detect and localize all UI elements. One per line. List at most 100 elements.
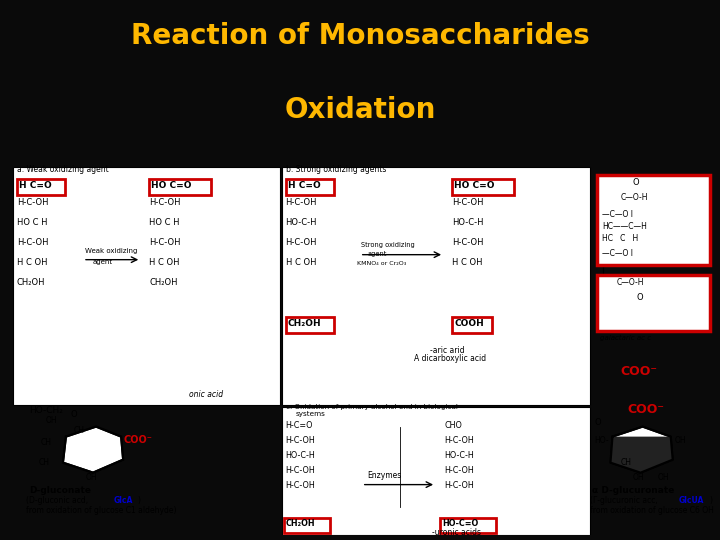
Text: CH₂OH: CH₂OH [149,278,178,287]
Text: COOH: COOH [454,319,484,328]
Text: OH: OH [675,436,686,444]
Text: H-C-OH: H-C-OH [286,198,317,207]
Text: CH: CH [41,437,52,447]
Text: HC   C   H: HC C H [603,234,639,242]
Text: c. Oxidation of primary alcohol end in biological: c. Oxidation of primary alcohol end in b… [286,403,457,410]
Bar [149,179,212,195]
Text: Oxidation: Oxidation [284,96,436,124]
Text: H-C-OH: H-C-OH [444,436,474,444]
Text: Enzymes: Enzymes [366,471,401,480]
Text: H C OH: H C OH [17,258,48,267]
Text: H-C-OH: H-C-OH [149,198,181,207]
Text: H-C-OH: H-C-OH [149,238,181,247]
Text: -uronic acids: -uronic acids [432,528,481,537]
Text: HO-: HO- [595,436,609,444]
Text: H-C-OH: H-C-OH [286,436,315,444]
Bar [598,275,710,330]
Text: from oxidation of glucose C6 OH: from oxidation of glucose C6 OH [590,505,714,515]
Text: GlcA: GlcA [114,496,133,504]
Text: Strong oxidizing: Strong oxidizing [361,242,415,248]
Polygon shape [611,437,672,472]
Bar [282,167,590,404]
Polygon shape [63,437,123,472]
Text: CH: CH [621,457,631,467]
Text: O: O [633,178,639,187]
Text: C—O-H: C—O-H [616,278,644,287]
Text: CH₂OH: CH₂OH [286,518,315,528]
Text: -aric arid: -aric arid [430,346,464,355]
Text: KMNO₄ or Cr₂O₃: KMNO₄ or Cr₂O₃ [357,261,406,266]
Text: H-C-OH: H-C-OH [286,238,317,247]
Bar [286,316,334,333]
Text: Reaction of Monosaccharides: Reaction of Monosaccharides [130,22,590,50]
Text: OH: OH [86,472,98,482]
Text: HO-C-H: HO-C-H [286,218,317,227]
Text: HO-CH₂: HO-CH₂ [29,406,63,415]
Text: H-C-OH: H-C-OH [286,481,315,490]
Polygon shape [63,427,123,472]
Text: COO⁻: COO⁻ [628,403,665,416]
Text: CH: CH [39,457,50,467]
Text: H C OH: H C OH [452,258,482,267]
Text: agent: agent [93,259,113,265]
Bar [282,407,590,535]
Text: (D-gluconic acd,: (D-gluconic acd, [26,496,90,504]
Bar [13,167,279,404]
Text: a. Weak oxidizing agent: a. Weak oxidizing agent [17,165,109,174]
Text: HO-C-H: HO-C-H [444,450,474,460]
Text: HO C=O: HO C=O [151,181,192,190]
Text: H-C-OH: H-C-OH [444,465,474,475]
Text: b. Strong oxidizing agents: b. Strong oxidizing agents [286,165,386,174]
Text: H-C-OH: H-C-OH [17,198,48,207]
Bar [452,316,492,333]
Text: HO C=O: HO C=O [454,181,495,190]
Text: onic acid: onic acid [189,390,223,399]
Text: HC——C—H: HC——C—H [603,222,647,231]
Polygon shape [611,427,672,472]
Text: H-C-OH: H-C-OH [452,238,484,247]
Text: CHO: CHO [444,421,462,430]
Bar [598,175,710,265]
Text: O: O [71,410,78,418]
Text: D-gluconate: D-gluconate [29,485,91,495]
Text: CH: CH [74,426,85,435]
Text: OH: OH [657,472,670,482]
Text: H C OH: H C OH [286,258,316,267]
Text: galactaric ac c: galactaric ac c [600,335,652,341]
Text: C—O-H: C—O-H [621,193,648,202]
Text: H-C-OH: H-C-OH [17,238,48,247]
Text: (Γ-glucuronic acc,: (Γ-glucuronic acc, [590,496,660,504]
Text: —C—O I: —C—O I [603,249,634,258]
Text: from oxidation of glucose C1 aldehyde): from oxidation of glucose C1 aldehyde) [26,505,176,515]
Text: H C=O: H C=O [19,181,52,190]
Text: H-C-OH: H-C-OH [452,198,484,207]
Text: ): ) [710,496,713,504]
Bar [452,179,514,195]
Text: systems: systems [296,410,325,417]
Text: agent: agent [368,251,387,256]
Text: H-C=O: H-C=O [286,421,313,430]
Text: HO-C=O: HO-C=O [442,518,478,528]
Bar [17,179,65,195]
Text: COO⁻: COO⁻ [123,435,152,444]
Text: —C—O I: —C—O I [603,210,634,219]
Text: H C OH: H C OH [149,258,180,267]
Text: H C=O: H C=O [287,181,320,190]
Bar [286,179,334,195]
Text: HO C H: HO C H [149,218,180,227]
Text: Weak oxidizing: Weak oxidizing [85,248,138,254]
Text: O: O [636,293,643,302]
Text: H-C-OH: H-C-OH [286,465,315,475]
Text: CH₂OH: CH₂OH [17,278,45,287]
Text: OH: OH [46,416,58,424]
Text: HO-C-H: HO-C-H [286,450,315,460]
Text: HO-C-H: HO-C-H [452,218,484,227]
Text: GlcUA: GlcUA [679,496,704,504]
Text: CH₂OH: CH₂OH [287,319,321,328]
Bar [284,518,330,532]
Text: α D-glucuronate: α D-glucuronate [593,485,675,495]
Text: H-C-OH: H-C-OH [444,481,474,490]
Text: HO C H: HO C H [17,218,48,227]
Bar [440,518,496,532]
Text: COO⁻: COO⁻ [621,364,657,377]
